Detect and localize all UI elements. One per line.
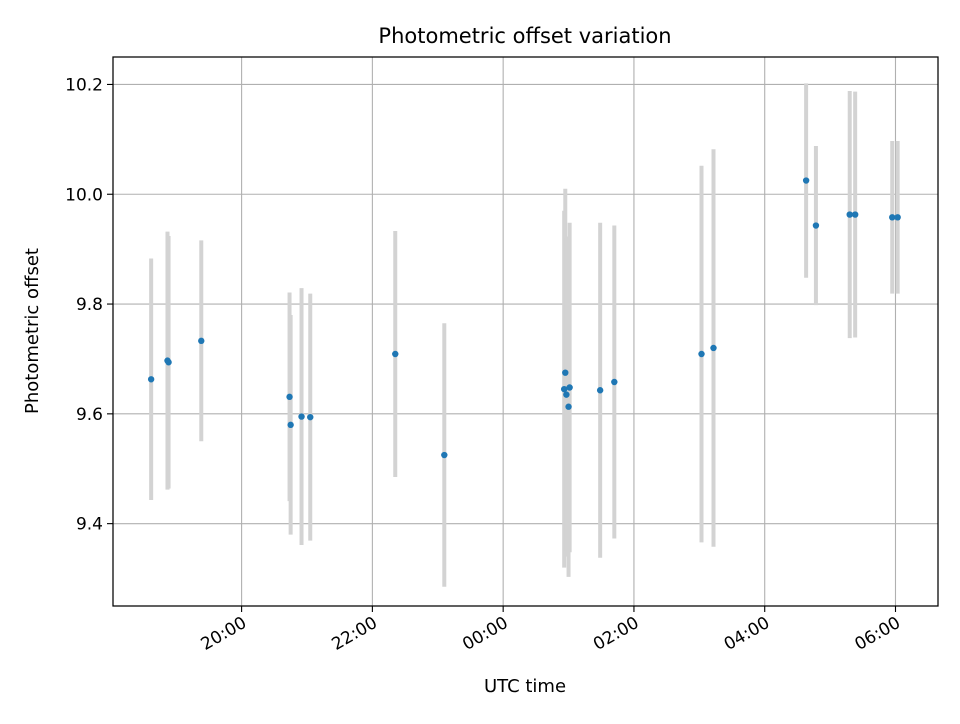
data-point — [894, 214, 901, 221]
y-tick-label: 9.4 — [76, 515, 103, 535]
data-point — [198, 337, 205, 345]
data-point — [710, 344, 717, 352]
y-axis-label: Photometric offset — [22, 248, 43, 414]
x-tick-label: 22:00 — [328, 613, 380, 655]
y-tick-label: 9.8 — [76, 295, 103, 315]
data-point — [566, 384, 573, 391]
data-point — [596, 387, 604, 394]
data-point — [851, 211, 859, 218]
y-tick-label: 10.2 — [65, 75, 103, 95]
data-point — [392, 350, 399, 358]
data-point — [611, 378, 618, 386]
y-tick-label: 10.0 — [65, 185, 103, 205]
data-point — [565, 403, 572, 410]
y-tick-label: 9.6 — [76, 405, 103, 425]
data-point — [165, 359, 172, 366]
data-point — [560, 385, 568, 393]
errorbar-layer — [149, 83, 900, 587]
data-point — [889, 214, 896, 221]
grid-layer — [113, 57, 938, 606]
x-tick-label: 04:00 — [721, 613, 773, 655]
point-layer — [147, 177, 901, 459]
x-axis-label: UTC time — [484, 676, 566, 697]
data-point — [846, 211, 853, 218]
data-point — [298, 413, 305, 420]
data-point — [307, 413, 314, 421]
data-point — [802, 177, 810, 184]
data-point — [563, 391, 570, 398]
data-point — [286, 393, 293, 401]
data-point — [562, 369, 569, 376]
x-tick-label: 02:00 — [590, 613, 642, 655]
x-tick-label: 06:00 — [852, 613, 904, 655]
chart-title: Photometric offset variation — [378, 24, 671, 48]
data-point — [812, 222, 820, 229]
plot-frame — [112, 56, 939, 607]
data-point — [287, 421, 294, 429]
data-point — [147, 376, 155, 383]
x-tick-label: 20:00 — [198, 613, 250, 655]
y-axis-ticks: 9.4 9.6 9.8 10.0 10.2 — [65, 75, 113, 535]
data-point — [698, 350, 705, 358]
data-point — [441, 451, 448, 459]
x-axis-ticks: 20:00 22:00 00:00 02:00 04:00 06:00 — [198, 606, 904, 655]
x-tick-label: 00:00 — [459, 613, 511, 655]
